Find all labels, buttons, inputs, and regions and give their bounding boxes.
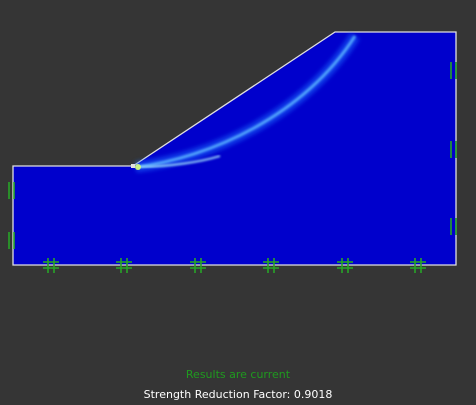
right-boundary-supports bbox=[450, 62, 457, 235]
fixed-support-icon bbox=[263, 258, 279, 273]
roller-support-icon bbox=[8, 232, 15, 249]
fixed-support-icon bbox=[337, 258, 353, 273]
roller-support-icon bbox=[8, 182, 15, 199]
fixed-support-icon bbox=[190, 258, 206, 273]
roller-support-icon bbox=[450, 141, 457, 158]
roller-support-icon bbox=[450, 62, 457, 79]
fixed-support-icon bbox=[410, 258, 426, 273]
strength-reduction-factor-label: Strength Reduction Factor: 0.9018 bbox=[143, 388, 333, 401]
bottom-boundary-supports bbox=[43, 258, 426, 273]
fixed-support-icon bbox=[116, 258, 132, 273]
slope-model-body[interactable] bbox=[12, 31, 457, 266]
vertex-handle[interactable] bbox=[131, 164, 135, 168]
left-boundary-supports bbox=[8, 182, 15, 249]
roller-support-icon bbox=[450, 218, 457, 235]
results-status-text: Results are current bbox=[185, 368, 291, 381]
fixed-support-icon bbox=[43, 258, 59, 273]
shear-strain-band bbox=[135, 33, 360, 173]
